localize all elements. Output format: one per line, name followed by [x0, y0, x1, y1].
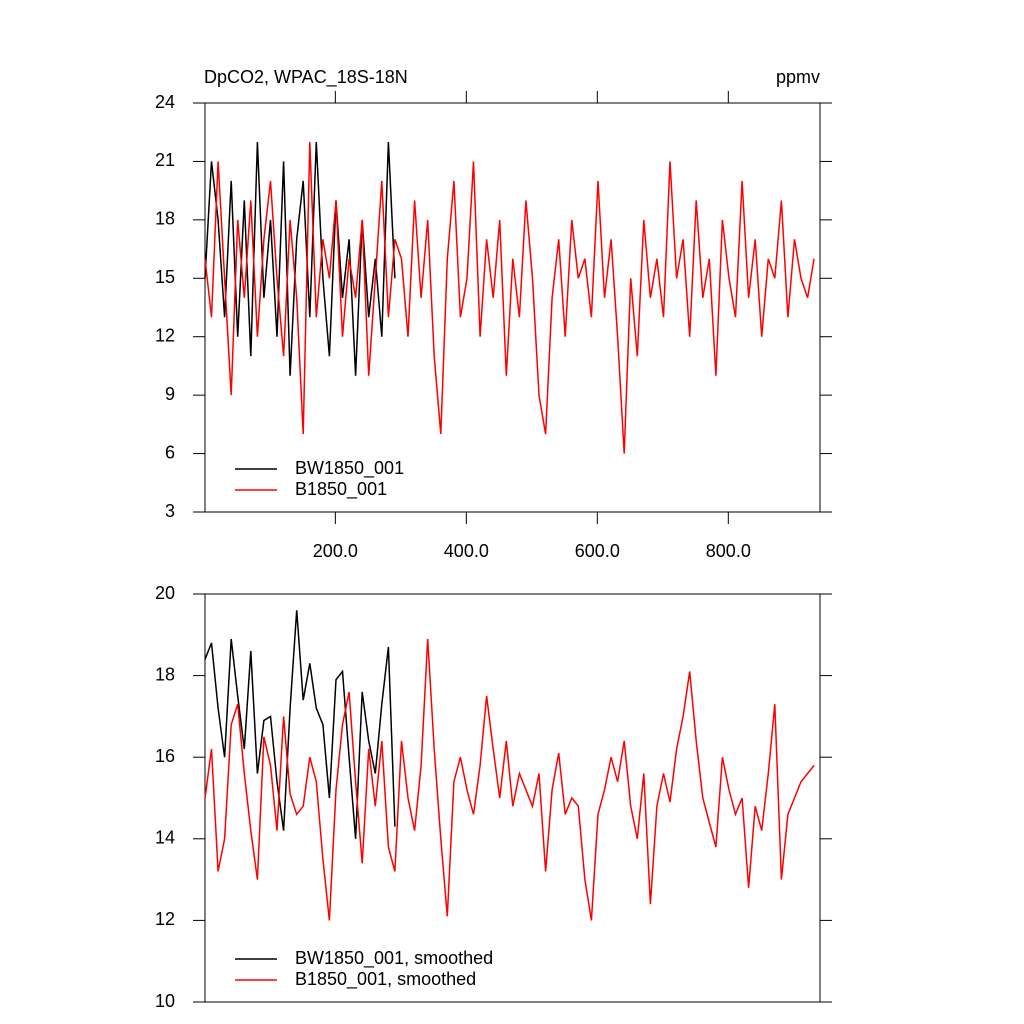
x-tick-label: 600.0 [575, 541, 620, 561]
x-tick-label: 400.0 [444, 541, 489, 561]
units-label: ppmv [776, 67, 820, 87]
x-tick-label: 800.0 [706, 541, 751, 561]
legend-label: BW1850_001, smoothed [295, 948, 493, 969]
y-tick-label: 18 [155, 664, 175, 684]
series-line [204, 610, 396, 839]
y-tick-label: 12 [155, 909, 175, 929]
y-tick-label: 16 [155, 746, 175, 766]
plot-frame [204, 102, 821, 513]
y-tick-label: 9 [165, 384, 175, 404]
legend-label: B1850_001, smoothed [295, 969, 476, 990]
y-tick-label: 20 [155, 583, 175, 603]
y-tick-label: 21 [155, 150, 175, 170]
y-tick-label: 14 [155, 828, 175, 848]
y-tick-label: 24 [155, 92, 175, 112]
series-line [204, 638, 815, 921]
series-line [204, 141, 815, 454]
legend-label: BW1850_001 [295, 458, 404, 479]
x-tick-label: 200.0 [313, 541, 358, 561]
y-tick-label: 12 [155, 325, 175, 345]
y-tick-label: 3 [165, 501, 175, 521]
y-tick-label: 10 [155, 991, 175, 1011]
y-tick-label: 6 [165, 442, 175, 462]
chart-title: DpCO2, WPAC_18S-18N [204, 67, 408, 88]
legend-label: B1850_001 [295, 479, 387, 500]
y-tick-label: 18 [155, 209, 175, 229]
y-tick-label: 15 [155, 267, 175, 287]
